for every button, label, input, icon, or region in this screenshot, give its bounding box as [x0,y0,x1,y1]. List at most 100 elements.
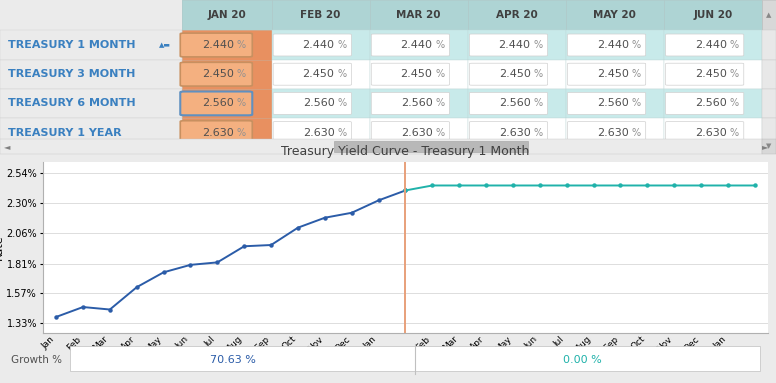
Text: %: % [632,69,641,79]
Text: %: % [533,40,542,50]
Bar [664,60,762,89]
Bar [369,0,468,30]
Bar [272,60,369,89]
Bar [0,118,182,147]
Text: 2.450: 2.450 [203,69,234,79]
Text: 2.630: 2.630 [203,128,234,137]
Bar [369,89,468,118]
Text: %: % [237,69,246,79]
Bar [762,118,776,147]
Text: 2.560: 2.560 [499,98,531,108]
Bar [762,30,776,60]
Text: TREASURY 3 MONTH: TREASURY 3 MONTH [8,69,135,79]
Text: Growth %: Growth % [11,355,62,365]
X-axis label: Months: Months [383,355,428,365]
Text: %: % [533,128,542,137]
Text: 2.630: 2.630 [400,128,432,137]
Y-axis label: Rate: Rate [0,235,4,260]
Bar [272,0,369,30]
FancyBboxPatch shape [567,122,646,144]
Text: %: % [338,40,346,50]
FancyBboxPatch shape [567,63,646,85]
Bar [566,30,664,60]
Text: %: % [435,40,445,50]
Text: 2.630: 2.630 [303,128,334,137]
Bar [566,89,664,118]
Text: ►: ► [762,142,768,151]
Title: Treasury Yield Curve - Treasury 1 Month: Treasury Yield Curve - Treasury 1 Month [281,145,530,158]
Bar [272,30,369,60]
Text: %: % [729,69,739,79]
FancyBboxPatch shape [666,122,743,144]
Text: 2.450: 2.450 [499,69,531,79]
FancyBboxPatch shape [666,92,743,115]
Text: %: % [435,69,445,79]
Text: %: % [729,40,739,50]
FancyBboxPatch shape [371,122,449,144]
FancyBboxPatch shape [180,33,252,57]
Text: 2.630: 2.630 [695,128,726,137]
Text: 2.560: 2.560 [400,98,432,108]
Text: 2.560: 2.560 [695,98,726,108]
Bar [468,60,566,89]
FancyBboxPatch shape [469,63,548,85]
Bar [566,118,664,147]
Bar [272,118,369,147]
FancyBboxPatch shape [469,122,548,144]
Text: %: % [533,69,542,79]
Text: %: % [632,98,641,108]
Bar [762,139,776,154]
Bar [762,89,776,118]
Bar [369,30,468,60]
Bar [334,141,528,152]
Text: %: % [435,98,445,108]
FancyBboxPatch shape [666,63,743,85]
Text: 2.630: 2.630 [597,128,629,137]
Text: %: % [338,128,346,137]
Bar [0,89,182,118]
FancyBboxPatch shape [180,62,252,86]
FancyBboxPatch shape [273,122,352,144]
Bar [0,139,762,154]
Bar [664,0,762,30]
Text: %: % [632,128,641,137]
Text: JUN 20: JUN 20 [694,10,733,20]
Text: 0.00 %: 0.00 % [563,355,601,365]
Text: %: % [237,128,246,137]
Bar [272,89,369,118]
Text: ▼: ▼ [767,143,771,149]
Text: MAR 20: MAR 20 [397,10,441,20]
Bar [664,89,762,118]
Bar [182,0,272,30]
Text: 2.450: 2.450 [303,69,334,79]
FancyBboxPatch shape [371,92,449,115]
Bar [182,0,762,30]
Text: %: % [435,128,445,137]
Text: TREASURY 6 MONTH: TREASURY 6 MONTH [8,98,135,108]
Text: %: % [237,98,246,108]
Text: FEB 20: FEB 20 [300,10,341,20]
Text: 2.560: 2.560 [303,98,334,108]
Text: %: % [338,69,346,79]
Bar [182,118,272,147]
Text: 2.440: 2.440 [203,40,234,50]
Text: 2.450: 2.450 [597,69,629,79]
Bar [762,60,776,89]
FancyBboxPatch shape [567,34,646,56]
FancyBboxPatch shape [180,92,252,115]
Text: 2.560: 2.560 [597,98,629,108]
FancyBboxPatch shape [180,121,252,144]
Text: %: % [533,98,542,108]
Bar [0,30,182,60]
Bar [369,60,468,89]
Bar [566,0,664,30]
Bar [566,60,664,89]
Text: ▲: ▲ [767,12,771,18]
Text: 2.440: 2.440 [498,40,531,50]
Text: %: % [729,98,739,108]
Bar [762,0,776,30]
Bar [468,89,566,118]
Bar [70,346,760,372]
Bar [664,118,762,147]
Bar [0,60,182,89]
